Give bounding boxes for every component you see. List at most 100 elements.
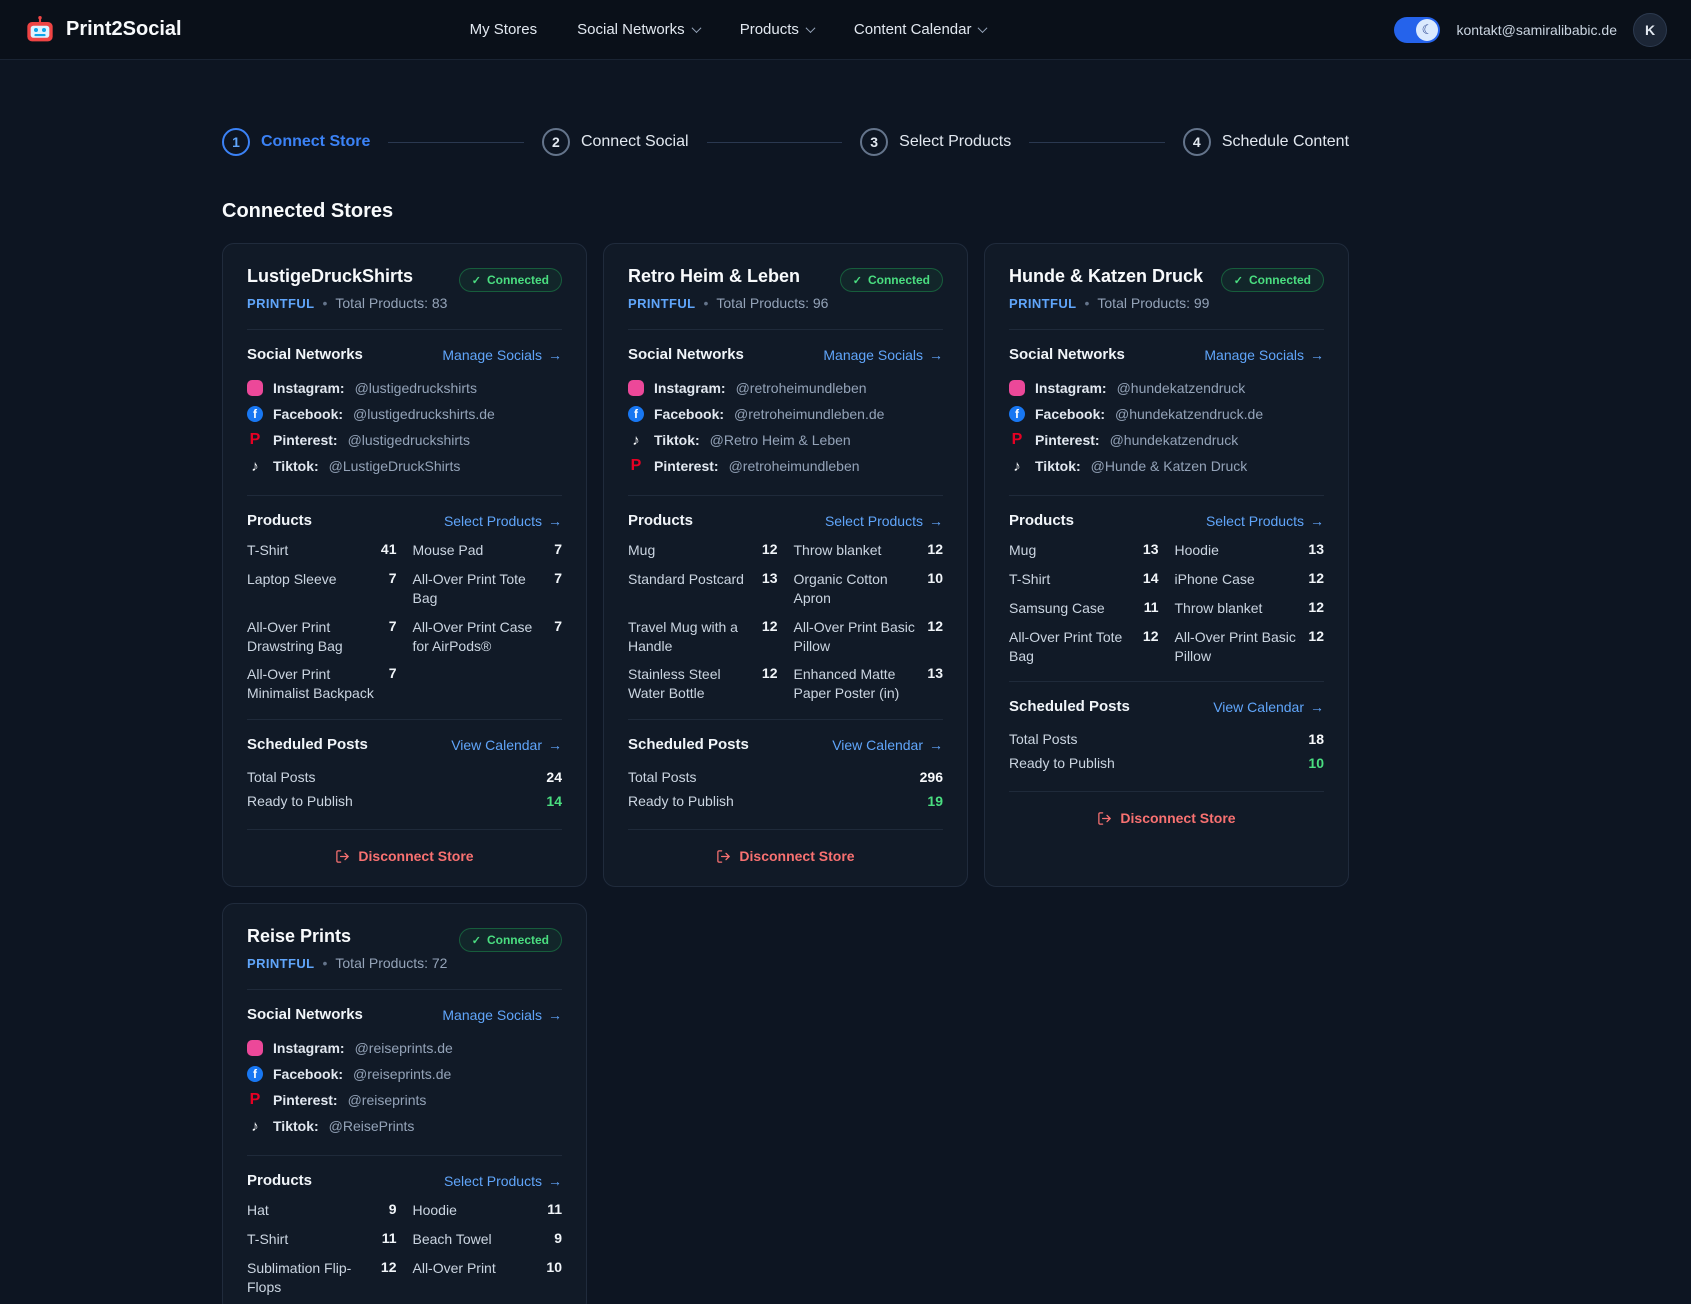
product-item: Organic Cotton Apron 10 [794, 570, 944, 608]
product-count: 9 [388, 1201, 397, 1218]
step-label: Connect Store [261, 133, 371, 150]
total-products-label: Total Products: [716, 295, 813, 311]
products-title: Products [628, 512, 694, 529]
nav-link-label: Content Calendar [853, 21, 972, 38]
product-count: 13 [761, 569, 778, 586]
store-card: Hunde & Katzen Druck PRINTFUL • Total Produ… [984, 243, 1349, 888]
provider-link[interactable]: PRINTFUL [247, 295, 315, 311]
social-handle: @lustigedruckshirts.de [353, 406, 495, 422]
disconnect-label: Disconnect Store [1120, 810, 1236, 827]
product-item: Samsung Case 11 [1009, 599, 1159, 618]
select-products-link[interactable]: Select Products → [443, 512, 562, 529]
product-item: Hat 9 [247, 1201, 397, 1220]
manage-socials-link[interactable]: Manage Socials → [823, 346, 943, 363]
product-item: Laptop Sleeve 7 [247, 570, 397, 608]
arrow-right-icon: → [929, 346, 943, 363]
total-products-label: Total Products: [1097, 295, 1194, 311]
select-products-link[interactable]: Select Products → [1205, 512, 1324, 529]
product-name: T-Shirt [247, 1231, 289, 1248]
tiktok-icon: ♪ [1013, 457, 1021, 475]
product-count: 12 [1308, 569, 1324, 586]
product-item: Mug 13 [1009, 541, 1159, 560]
social-handle: @Retro Heim & Leben [709, 432, 851, 448]
product-item: Enhanced Matte Paper Poster (in) 13 [794, 665, 944, 703]
social-row: f Facebook: @reiseprints.de [247, 1061, 562, 1087]
chevron-down-icon [805, 23, 816, 34]
select-products-link[interactable]: Select Products → [824, 512, 943, 529]
product-count: 10 [927, 569, 943, 586]
nav-link-products[interactable]: Products [740, 21, 816, 38]
select-products-link[interactable]: Select Products → [443, 1172, 562, 1189]
disconnect-store-button[interactable]: Disconnect Store [716, 848, 855, 864]
social-row: P Pinterest: @reiseprints [247, 1087, 562, 1113]
tiktok-icon: ♪ [251, 457, 259, 475]
logout-icon [1097, 811, 1112, 826]
total-products-value: 72 [431, 955, 448, 972]
product-name: All-Over Print Case for AirPods® [412, 618, 533, 654]
product-item: Mug 12 [628, 541, 778, 560]
provider-link[interactable]: PRINTFUL [247, 955, 315, 971]
product-name: Enhanced Matte Paper Poster (in) [793, 666, 900, 702]
bullet-separator: • [322, 295, 328, 311]
social-network-label: Facebook: [1035, 406, 1106, 422]
store-name: LustigeDruckShirts [247, 266, 414, 286]
product-name: Throw blanket [793, 542, 882, 558]
manage-socials-link[interactable]: Manage Socials → [1204, 346, 1324, 363]
product-name: All-Over Print Tote Bag [1009, 628, 1123, 664]
view-calendar-link[interactable]: View Calendar → [832, 736, 943, 753]
step-connector [1029, 141, 1165, 143]
product-item: Mouse Pad 7 [413, 541, 563, 560]
arrow-right-icon: → [548, 1172, 562, 1189]
product-item: All-Over Print Tote Bag 7 [413, 570, 563, 608]
manage-socials-link[interactable]: Manage Socials → [442, 346, 562, 363]
total-posts-value: 18 [1308, 731, 1324, 748]
connected-badge: ✓ Connected [839, 268, 943, 292]
social-network-label: Tiktok: [273, 1118, 319, 1135]
product-count: 12 [761, 665, 778, 682]
store-name: Retro Heim & Leben [628, 266, 801, 286]
products-title: Products [1009, 512, 1075, 529]
view-calendar-link[interactable]: View Calendar → [1213, 698, 1324, 715]
arrow-right-icon: → [929, 512, 943, 529]
product-name: Standard Postcard [628, 570, 744, 587]
nav-link-social-networks[interactable]: Social Networks [577, 21, 702, 38]
product-name: Hoodie [412, 1202, 457, 1219]
arrow-right-icon: → [1310, 346, 1324, 363]
product-item: Beach Towel 9 [413, 1230, 563, 1249]
step-connector [706, 141, 843, 143]
step-schedule-content[interactable]: 4 Schedule Content [1182, 128, 1349, 156]
step-connect-social[interactable]: 2 Connect Social [541, 128, 689, 156]
product-item: All-Over Print 10 [413, 1259, 563, 1297]
social-handle: @retroheimundleben [728, 458, 860, 474]
bullet-separator: • [703, 295, 709, 311]
provider-link[interactable]: PRINTFUL [628, 295, 696, 311]
pinterest-icon: P [249, 1091, 261, 1109]
step-connector [388, 141, 524, 143]
main-nav: My Stores Social Networks Products Content … [470, 21, 988, 38]
social-network-label: Instagram: [273, 380, 345, 396]
step-select-products[interactable]: 3 Select Products [860, 128, 1011, 156]
total-products: Total Products: 72 [335, 955, 447, 971]
brand[interactable]: Print2Social [24, 14, 182, 46]
connected-label: Connected [486, 933, 549, 948]
nav-link-content-calendar[interactable]: Content Calendar [853, 21, 988, 38]
disconnect-store-button[interactable]: Disconnect Store [1097, 810, 1236, 827]
disconnect-store-button[interactable]: Disconnect Store [335, 848, 474, 864]
step-connect-store[interactable]: 1 Connect Store [222, 128, 370, 156]
dark-mode-toggle[interactable]: ☾ [1394, 16, 1441, 43]
view-calendar-link[interactable]: View Calendar → [451, 736, 562, 753]
stepper: 1 Connect Store 2 Connect Social 3 Select Pro… [222, 128, 1349, 156]
step-number: 3 [860, 128, 889, 156]
social-network-label: Instagram: [1035, 380, 1107, 396]
user-email: kontakt@samiralibabic.de [1456, 21, 1617, 38]
social-row: P Pinterest: @hundekatzendruck [1009, 427, 1324, 453]
avatar[interactable]: K [1633, 12, 1667, 47]
tiktok-icon: ♪ [632, 431, 640, 449]
nav-link-my-stores[interactable]: My Stores [470, 21, 538, 38]
product-item: Hoodie 13 [1175, 541, 1325, 560]
provider-link[interactable]: PRINTFUL [1009, 295, 1077, 311]
arrow-right-icon: → [929, 736, 943, 753]
arrow-right-icon: → [1310, 512, 1324, 529]
manage-socials-link[interactable]: Manage Socials → [442, 1006, 562, 1023]
social-row: P Pinterest: @lustigedruckshirts [247, 427, 562, 453]
